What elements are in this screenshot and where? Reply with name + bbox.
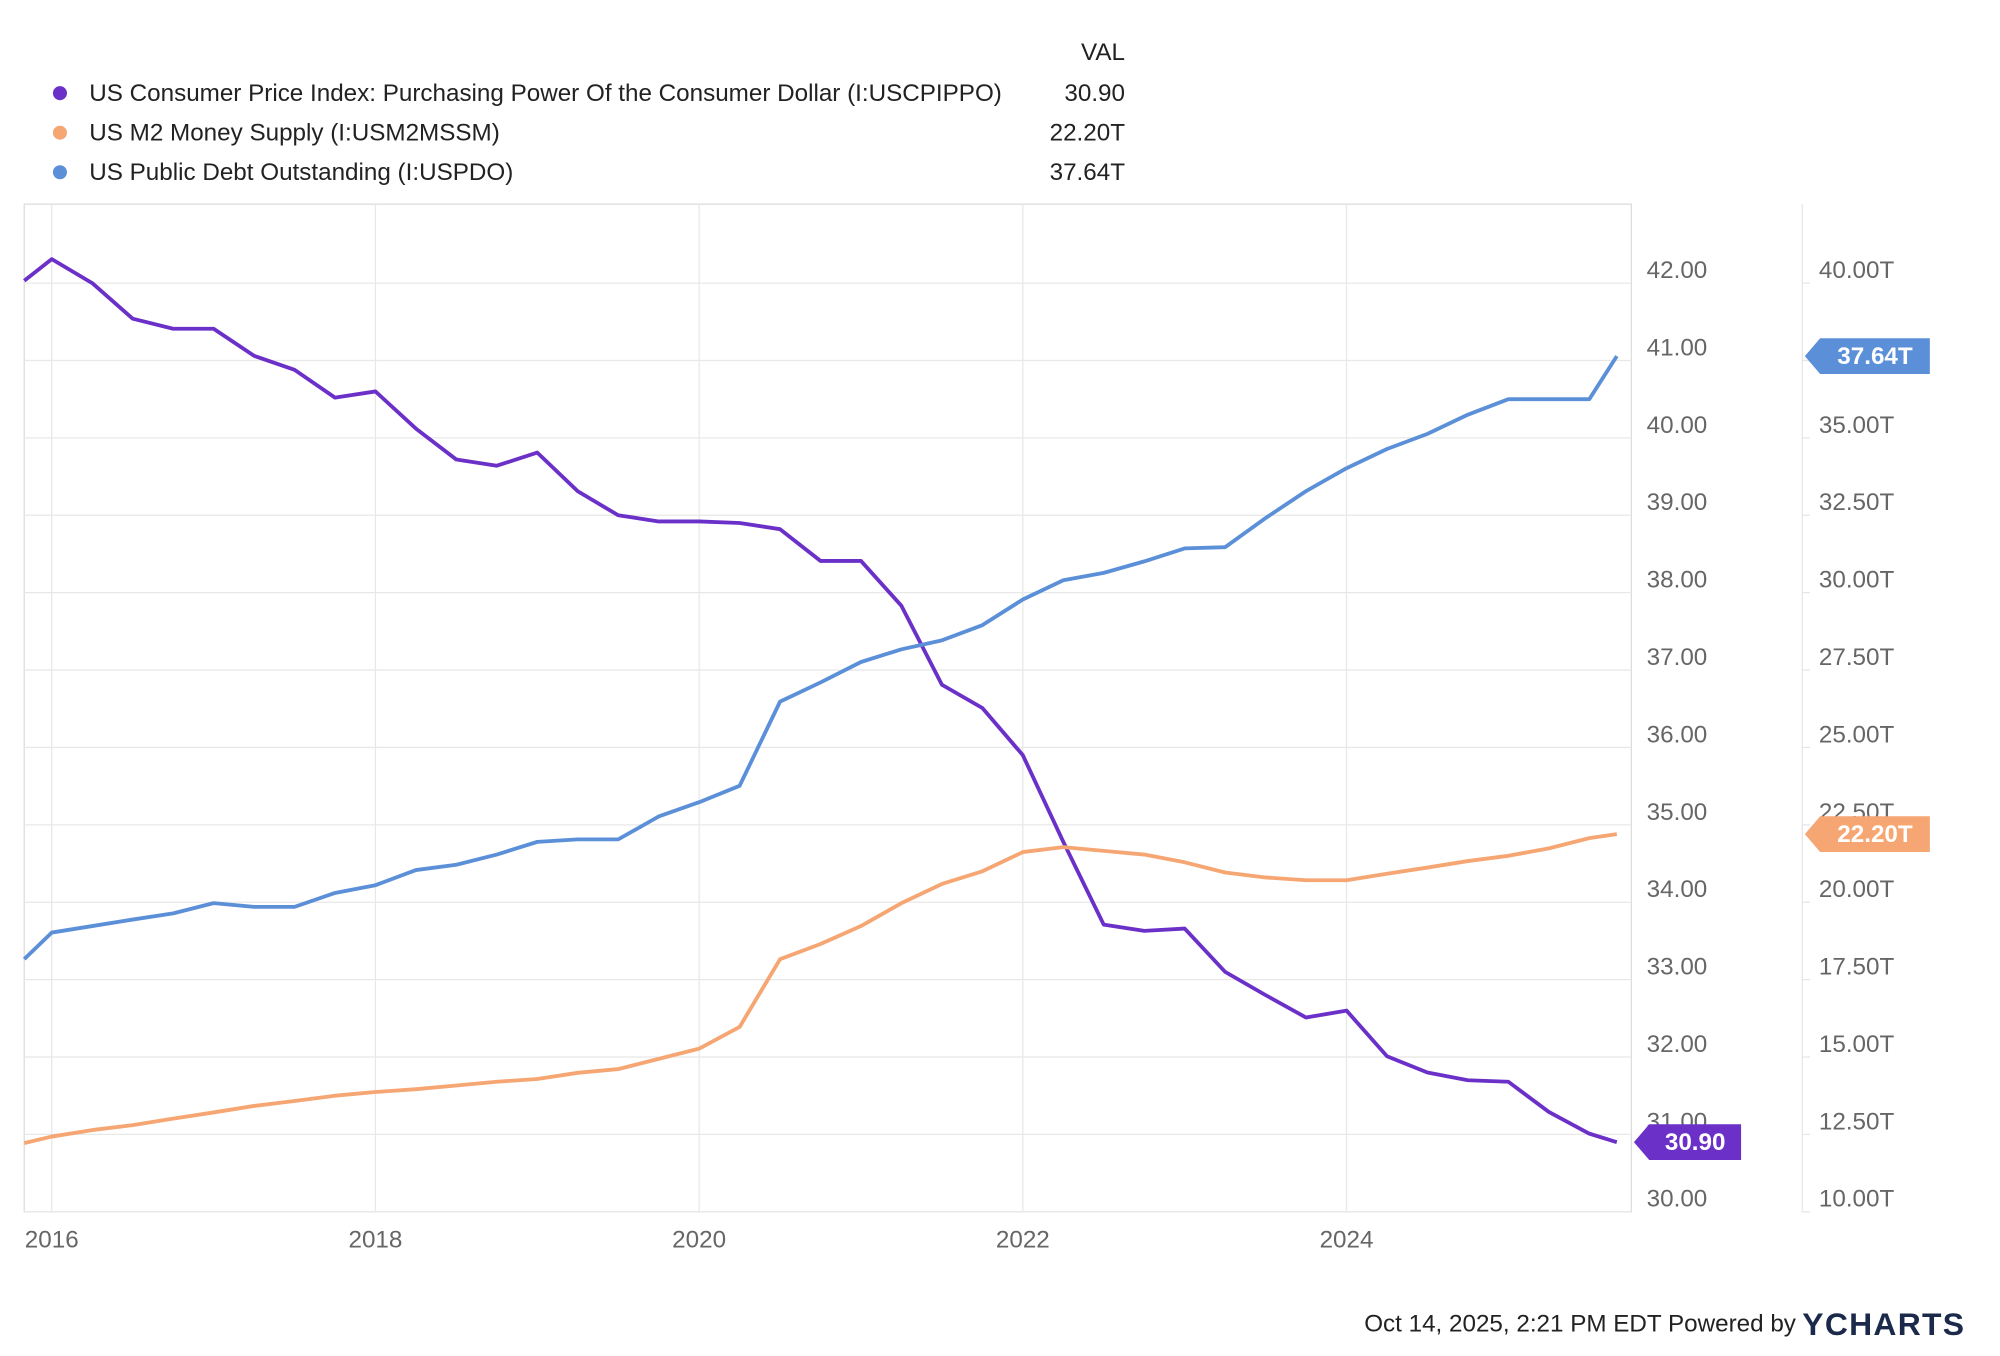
legend-value: 37.64T [1050,159,1126,186]
legend-header: VAL [1081,39,1125,66]
timestamp: Oct 14, 2025, 2:21 PM EDT Powered by [1364,1311,1797,1338]
legend-dot [52,86,67,101]
legend-value: 30.90 [1064,80,1125,107]
legend-label: US M2 Money Supply (I:USM2MSSM) [89,119,499,146]
y-tick-label: 34.00 [1647,876,1708,903]
y2-tick-label: 15.00T [1819,1031,1895,1058]
y2-tick-label: 40.00T [1819,257,1895,284]
y2-tick-label: 10.00T [1819,1186,1895,1213]
legend-dot [52,165,67,180]
y-tick-label: 36.00 [1647,721,1708,748]
series-line [22,355,1619,961]
series-line [23,832,1618,1145]
y-tick-label: 35.00 [1647,799,1708,826]
y2-tick-label: 35.00T [1819,412,1895,439]
brand[interactable]: YCHARTS [1802,1306,1965,1342]
y2-tick-label: 17.50T [1819,954,1895,981]
y-tick-label: 42.00 [1647,257,1708,284]
x-tick-label: 2016 [25,1227,79,1254]
legend-value: 22.20T [1050,119,1126,146]
x-tick-label: 2024 [1320,1227,1374,1254]
y-tick-label: 37.00 [1647,644,1708,671]
y-tick-label: 30.00 [1647,1186,1708,1213]
series-line [23,257,1618,1144]
end-value-label: 22.20T [1837,821,1913,848]
x-tick-label: 2018 [348,1227,402,1254]
y-tick-label: 41.00 [1647,334,1708,361]
y-tick-label: 38.00 [1647,567,1708,594]
y-tick-label: 33.00 [1647,954,1708,981]
end-value-label: 37.64T [1837,343,1913,370]
y2-tick-label: 20.00T [1819,876,1895,903]
y-tick-label: 40.00 [1647,412,1708,439]
y2-tick-label: 30.00T [1819,567,1895,594]
end-value-tag [1804,816,1930,852]
end-value-label: 30.90 [1665,1129,1726,1156]
legend-label: US Public Debt Outstanding (I:USPDO) [89,159,513,186]
x-tick-label: 2020 [672,1227,726,1254]
end-value-tag [1804,338,1930,375]
y2-tick-label: 25.00T [1819,721,1895,748]
legend-label: US Consumer Price Index: Purchasing Powe… [89,80,1002,107]
y-tick-label: 39.00 [1647,489,1708,516]
y-tick-label: 32.00 [1647,1031,1708,1058]
plot-frame [23,203,1633,1213]
legend-dot [52,125,67,140]
end-value-tag [1633,1124,1742,1161]
x-tick-label: 2022 [996,1227,1050,1254]
y2-tick-label: 32.50T [1819,489,1895,516]
y2-tick-label: 12.50T [1819,1108,1895,1135]
y2-tick-label: 27.50T [1819,644,1895,671]
